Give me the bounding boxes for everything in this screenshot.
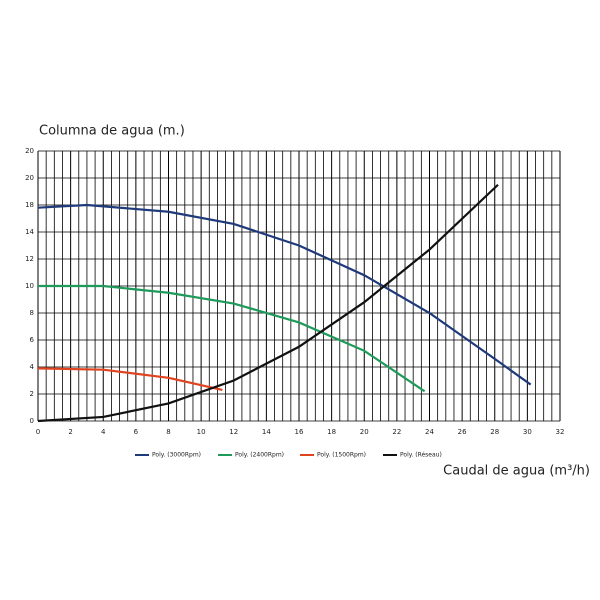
y-tick-label: 12 — [25, 255, 34, 263]
legend-label: Poly. (2400Rpm) — [235, 452, 284, 459]
x-tick-label: 26 — [458, 428, 467, 436]
x-tick-label: 8 — [166, 428, 170, 436]
x-tick-label: 4 — [101, 428, 106, 436]
x-tick-label: 16 — [295, 428, 304, 436]
y-tick-label: 0 — [30, 417, 34, 425]
y-tick-label: 14 — [25, 228, 34, 236]
series-line — [38, 284, 426, 393]
x-tick-label: 12 — [229, 428, 238, 436]
legend-label: Poly. (3000Rpm) — [152, 452, 201, 459]
x-tick-label: 14 — [262, 428, 271, 436]
series-line — [37, 183, 499, 423]
x-tick-label: 6 — [134, 428, 139, 436]
y-tick-label: 20 — [25, 174, 34, 182]
x-tick-label: 2 — [68, 428, 72, 436]
legend-label: Poly. (Réseau) — [400, 452, 442, 459]
y-tick-label: 8 — [30, 309, 34, 317]
y-tick-label: 10 — [25, 282, 34, 290]
y-tick-label: 20 — [25, 147, 34, 155]
x-axis-title: Caudal de agua (m³/h) — [443, 464, 590, 479]
x-tick-label: 32 — [556, 428, 565, 436]
x-tick-label: 24 — [425, 428, 434, 436]
series-line — [37, 203, 532, 386]
legend-label: Poly. (1500Rpm) — [317, 452, 366, 459]
x-tick-label: 0 — [36, 428, 40, 436]
series-line — [37, 367, 223, 392]
y-tick-label: 6 — [30, 336, 35, 344]
y-tick-label: 2 — [30, 390, 34, 398]
x-tick-label: 30 — [523, 428, 532, 436]
y-axis-title: Columna de agua (m.) — [39, 124, 185, 139]
x-tick-label: 28 — [490, 428, 499, 436]
x-tick-label: 18 — [327, 428, 336, 436]
x-tick-label: 22 — [392, 428, 401, 436]
x-tick-label: 10 — [197, 428, 206, 436]
y-tick-label: 4 — [30, 363, 35, 371]
y-tick-label: 18 — [25, 201, 34, 209]
x-tick-label: 20 — [360, 428, 369, 436]
